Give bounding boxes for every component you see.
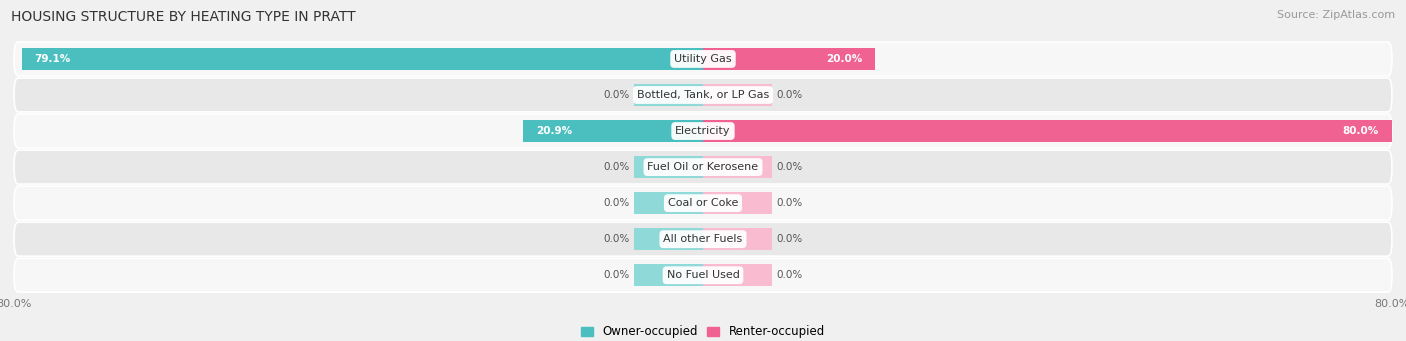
Text: 0.0%: 0.0%	[603, 270, 630, 280]
Text: 0.0%: 0.0%	[603, 90, 630, 100]
Bar	[634, 84, 703, 106]
Text: 0.0%: 0.0%	[603, 162, 630, 172]
Text: 0.0%: 0.0%	[776, 198, 803, 208]
Text: 79.1%: 79.1%	[35, 54, 70, 64]
Text: 0.0%: 0.0%	[776, 162, 803, 172]
Text: 0.0%: 0.0%	[776, 270, 803, 280]
Text: Utility Gas: Utility Gas	[675, 54, 731, 64]
Bar	[634, 192, 703, 214]
Text: 0.0%: 0.0%	[776, 90, 803, 100]
Bar	[523, 120, 703, 142]
Text: Fuel Oil or Kerosene: Fuel Oil or Kerosene	[647, 162, 759, 172]
FancyBboxPatch shape	[14, 222, 1392, 256]
Legend: Owner-occupied, Renter-occupied: Owner-occupied, Renter-occupied	[576, 321, 830, 341]
Text: HOUSING STRUCTURE BY HEATING TYPE IN PRATT: HOUSING STRUCTURE BY HEATING TYPE IN PRA…	[11, 10, 356, 24]
FancyBboxPatch shape	[14, 150, 1392, 184]
Text: 80.0%: 80.0%	[1343, 126, 1379, 136]
Text: 0.0%: 0.0%	[603, 198, 630, 208]
Text: 0.0%: 0.0%	[776, 234, 803, 244]
Text: No Fuel Used: No Fuel Used	[666, 270, 740, 280]
Bar	[703, 228, 772, 250]
FancyBboxPatch shape	[14, 258, 1392, 292]
Text: Source: ZipAtlas.com: Source: ZipAtlas.com	[1277, 10, 1395, 20]
Bar	[703, 156, 772, 178]
Bar	[703, 48, 875, 70]
Bar	[703, 264, 772, 286]
Bar	[703, 84, 772, 106]
FancyBboxPatch shape	[14, 78, 1392, 112]
Text: Coal or Coke: Coal or Coke	[668, 198, 738, 208]
FancyBboxPatch shape	[14, 114, 1392, 148]
Text: 0.0%: 0.0%	[603, 234, 630, 244]
Bar	[703, 192, 772, 214]
Text: All other Fuels: All other Fuels	[664, 234, 742, 244]
Text: Bottled, Tank, or LP Gas: Bottled, Tank, or LP Gas	[637, 90, 769, 100]
Bar	[634, 228, 703, 250]
Bar	[634, 264, 703, 286]
Text: Electricity: Electricity	[675, 126, 731, 136]
FancyBboxPatch shape	[14, 186, 1392, 220]
Text: 20.0%: 20.0%	[827, 54, 862, 64]
Bar	[22, 48, 703, 70]
Bar	[634, 156, 703, 178]
Bar	[703, 120, 1392, 142]
FancyBboxPatch shape	[14, 42, 1392, 76]
Text: 20.9%: 20.9%	[536, 126, 572, 136]
